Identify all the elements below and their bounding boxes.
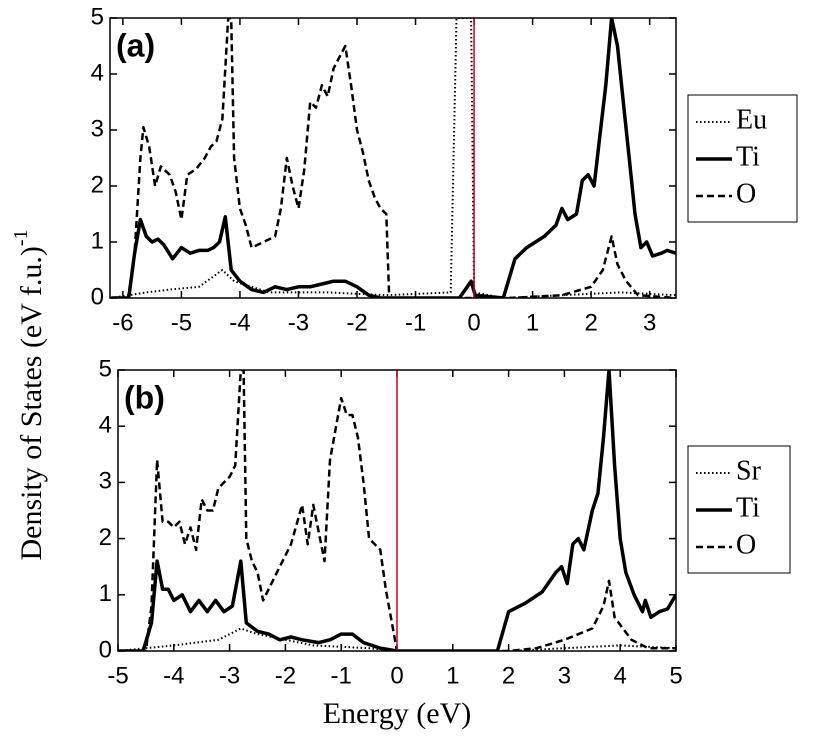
x-tick-label: -6	[112, 309, 133, 336]
x-tick-label: 5	[669, 662, 682, 689]
x-tick-label: -3	[288, 309, 309, 336]
y-tick-label: 4	[91, 59, 104, 86]
plot-area	[111, 18, 676, 298]
y-tick-label: 2	[99, 524, 112, 551]
y-tick-label: 4	[99, 412, 112, 439]
series-line	[118, 627, 676, 651]
x-tick-label: -5	[171, 309, 192, 336]
x-tick-label: -2	[346, 309, 367, 336]
legend-label: O	[736, 178, 756, 209]
y-tick-label: 0	[91, 283, 104, 310]
plot-frame	[109, 17, 677, 299]
legend-label: Ti	[736, 492, 760, 523]
legend-label: O	[736, 529, 756, 560]
x-axis-label: Energy (eV)	[323, 697, 472, 730]
series-line	[118, 370, 676, 651]
legend-label: Ti	[736, 141, 760, 172]
x-tick-label: -1	[331, 662, 352, 689]
panel-label: (a)	[116, 27, 155, 63]
x-tick-label: 3	[558, 662, 571, 689]
y-tick-label: 3	[91, 115, 104, 142]
x-tick-label: -3	[219, 662, 240, 689]
x-tick-label: -5	[107, 662, 128, 689]
series-line	[111, 18, 676, 298]
x-tick-label: 4	[614, 662, 627, 689]
y-axis-label: Density of States (eV f.u.)-1	[10, 229, 48, 560]
x-tick-label: 0	[390, 662, 403, 689]
x-tick-label: -2	[275, 662, 296, 689]
panel-label: (b)	[124, 379, 165, 415]
x-tick-label: -1	[405, 309, 426, 336]
y-tick-label: 0	[99, 636, 112, 663]
y-axis-label-superscript: -1	[10, 229, 32, 246]
y-tick-label: 1	[99, 580, 112, 607]
x-tick-label: 2	[584, 309, 597, 336]
y-tick-label: 2	[91, 171, 104, 198]
series-line	[111, 18, 676, 298]
series-line	[111, 18, 676, 298]
y-tick-label: 3	[99, 468, 112, 495]
legend-label: Sr	[736, 455, 762, 486]
x-tick-label: 1	[526, 309, 539, 336]
x-tick-label: 3	[643, 309, 656, 336]
series-line	[118, 370, 676, 651]
x-tick-label: 2	[502, 662, 515, 689]
y-tick-label: 5	[91, 3, 104, 30]
x-tick-label: -4	[163, 662, 184, 689]
plot-frame	[117, 369, 677, 652]
legend-label: Eu	[736, 104, 767, 135]
plot-area	[118, 370, 676, 651]
y-tick-label: 1	[91, 227, 104, 254]
y-tick-label: 5	[99, 355, 112, 382]
y-axis-label-text: Density of States (eV f.u.)	[15, 246, 48, 560]
x-tick-label: -4	[229, 309, 250, 336]
x-tick-label: 1	[446, 662, 459, 689]
x-tick-label: 0	[467, 309, 480, 336]
